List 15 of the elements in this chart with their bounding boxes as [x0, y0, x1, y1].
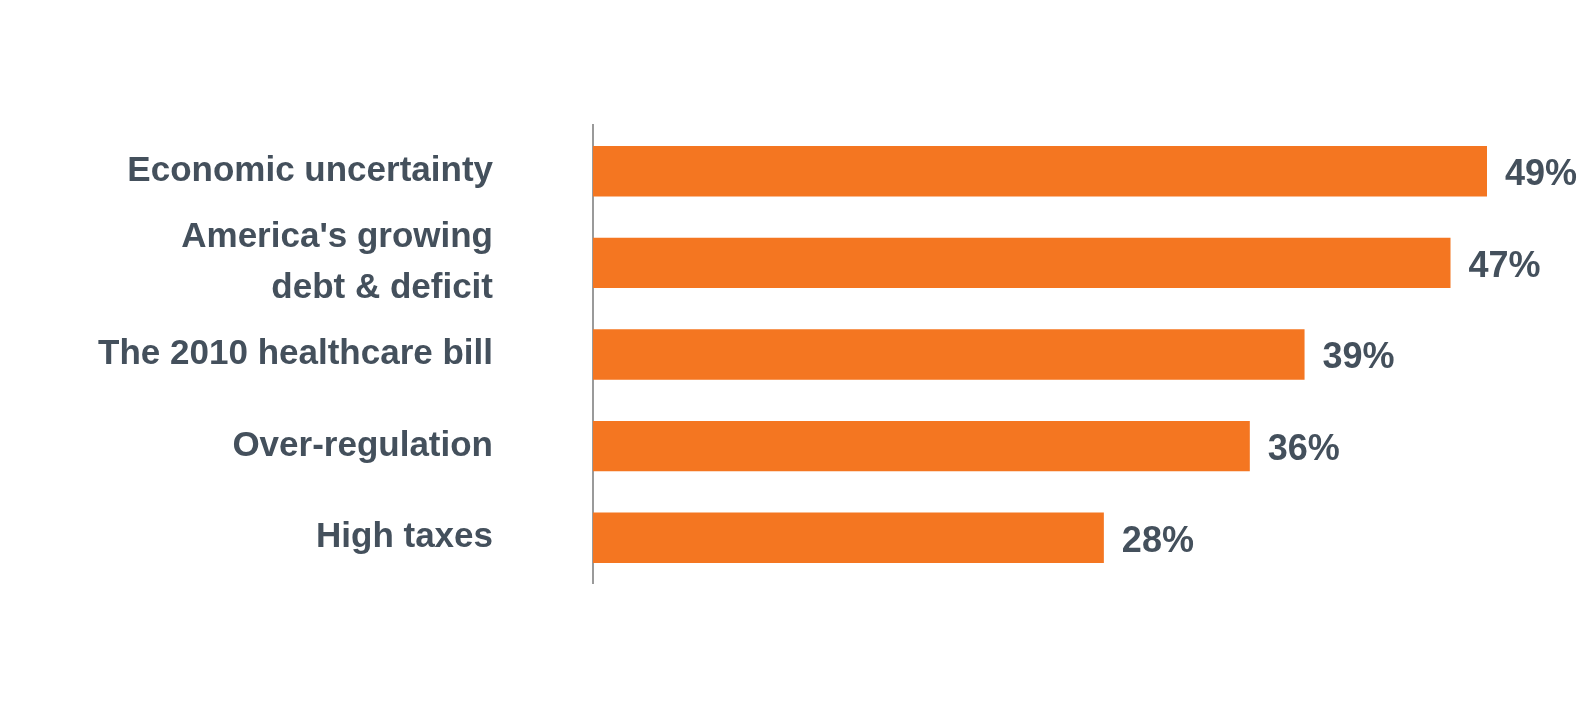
- bar: [593, 420, 1250, 472]
- data-label: 28%: [1121, 518, 1194, 560]
- y-tick-label: High taxes: [316, 515, 493, 555]
- data-label: 39%: [1322, 335, 1395, 377]
- bar: [593, 329, 1305, 380]
- bar: [593, 237, 1451, 289]
- bar: [593, 146, 1487, 197]
- y-tick-label: The 2010 healthcare bill: [98, 332, 493, 372]
- y-tick-label: Over-regulation: [232, 423, 493, 463]
- bar: [593, 512, 1104, 563]
- data-label: 36%: [1267, 427, 1340, 469]
- data-label: 47%: [1468, 243, 1541, 285]
- y-tick-label: Economic uncertainty: [127, 148, 494, 188]
- y-tick-label: America's growing debt & deficit: [181, 215, 494, 305]
- data-label: 49%: [1505, 152, 1578, 194]
